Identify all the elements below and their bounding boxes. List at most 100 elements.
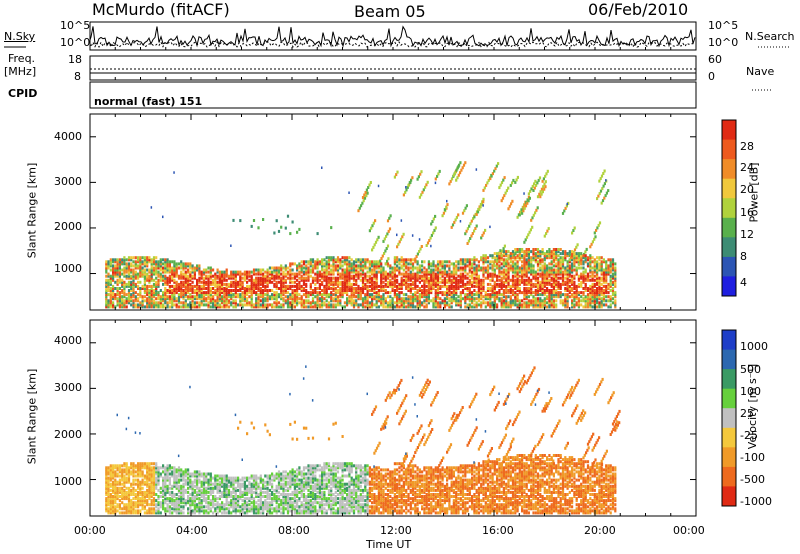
heatmap-cell [250, 284, 253, 288]
heatmap-cell [325, 293, 328, 297]
heatmap-cell [548, 262, 551, 266]
heatmap-cell [155, 262, 158, 266]
heatmap-cell [489, 177, 492, 181]
heatmap-cell [480, 256, 483, 260]
heatmap-cell [314, 295, 317, 299]
heatmap-cell [134, 297, 137, 301]
heatmap-cell [148, 482, 151, 486]
heatmap-cell [443, 264, 446, 268]
heatmap-cell [162, 488, 165, 492]
heatmap-cell [461, 266, 465, 270]
heatmap-cell [255, 303, 258, 307]
heatmap-cell [357, 297, 360, 301]
freq-tick-top: 18 [68, 53, 82, 66]
heatmap-cell [112, 490, 115, 494]
heatmap-cell [605, 278, 608, 282]
heatmap-cell [550, 250, 553, 254]
heatmap-cell [534, 303, 537, 307]
heatmap-cell [343, 270, 346, 274]
heatmap-cell [414, 295, 417, 299]
heatmap-cell [134, 493, 137, 496]
heatmap-cell [123, 478, 126, 482]
heatmap-cell [493, 256, 496, 260]
heatmap-cell [498, 299, 501, 303]
heatmap-cell [468, 282, 471, 286]
heatmap-cell [468, 278, 471, 282]
heatmap-cell [418, 305, 421, 309]
heatmap-cell [493, 252, 496, 256]
heatmap-cell [502, 305, 505, 309]
heatmap-cell [314, 289, 317, 292]
heatmap-cell [600, 291, 603, 295]
heatmap-cell [148, 488, 151, 492]
heatmap-cell [600, 256, 603, 260]
heatmap-cell [273, 266, 276, 270]
heatmap-cell [127, 480, 131, 484]
heatmap-cell [177, 274, 181, 278]
heatmap-cell [468, 264, 471, 268]
heatmap-cell [552, 270, 555, 274]
heatmap-cell [396, 256, 399, 260]
heatmap-cell [505, 274, 508, 278]
heatmap-cell [205, 291, 208, 295]
heatmap-cell [605, 262, 608, 266]
heatmap-cell [139, 274, 142, 278]
heatmap-cell [284, 299, 287, 303]
heatmap-cell [375, 270, 378, 274]
heatmap-cell [216, 291, 219, 295]
heatmap-cell [134, 303, 137, 307]
heatmap-cell [107, 497, 110, 501]
heatmap-cell [162, 484, 165, 488]
heatmap-cell [300, 276, 303, 280]
heatmap-cell [332, 268, 335, 272]
heatmap-cell [132, 272, 135, 276]
heatmap-cell [533, 182, 536, 186]
heatmap-cell [480, 202, 483, 206]
heatmap-cell [143, 462, 146, 466]
heatmap-cell [223, 287, 226, 290]
heatmap-cell [282, 284, 285, 288]
heatmap-cell [482, 200, 485, 204]
heatmap-cell [614, 276, 617, 280]
heatmap-cell [607, 264, 610, 268]
heatmap-cell [536, 250, 540, 254]
heatmap-cell [521, 299, 524, 303]
heatmap-cell [427, 282, 430, 286]
heatmap-cell [557, 293, 560, 297]
heatmap-cell [168, 260, 171, 264]
heatmap-cell [348, 268, 351, 272]
heatmap-cell [198, 266, 201, 270]
heatmap-cell [366, 305, 369, 309]
heatmap-cell [518, 248, 521, 251]
heatmap-cell [364, 284, 367, 288]
heatmap-cell [357, 276, 360, 280]
heatmap-cell [516, 248, 519, 251]
heatmap-cell [409, 260, 412, 264]
heatmap-cell [375, 284, 378, 288]
heatmap-cell [116, 280, 119, 284]
heatmap-cell [611, 268, 615, 272]
heatmap-cell [380, 264, 383, 268]
heatmap-cell [564, 301, 567, 305]
heatmap-cell [371, 260, 374, 264]
heatmap-cell [202, 303, 206, 307]
heatmap-cell [184, 295, 187, 299]
heatmap-cell [121, 278, 124, 282]
heatmap-cell [125, 305, 128, 309]
heatmap-cell [234, 284, 237, 288]
heatmap-cell [207, 303, 210, 307]
heatmap-cell [291, 301, 294, 305]
heatmap-cell [525, 264, 528, 268]
heatmap-cell [137, 293, 140, 297]
heatmap-cell [511, 254, 515, 258]
heatmap-cell [586, 299, 590, 303]
heatmap-cell [540, 192, 543, 196]
heatmap-cell [296, 266, 299, 270]
heatmap-cell [107, 264, 110, 268]
heatmap-cell [500, 258, 503, 262]
heatmap-cell [125, 276, 128, 280]
heatmap-cell [350, 262, 353, 266]
heatmap-cell [366, 301, 369, 305]
heatmap-cell [318, 303, 321, 307]
heatmap-cell [371, 268, 374, 272]
